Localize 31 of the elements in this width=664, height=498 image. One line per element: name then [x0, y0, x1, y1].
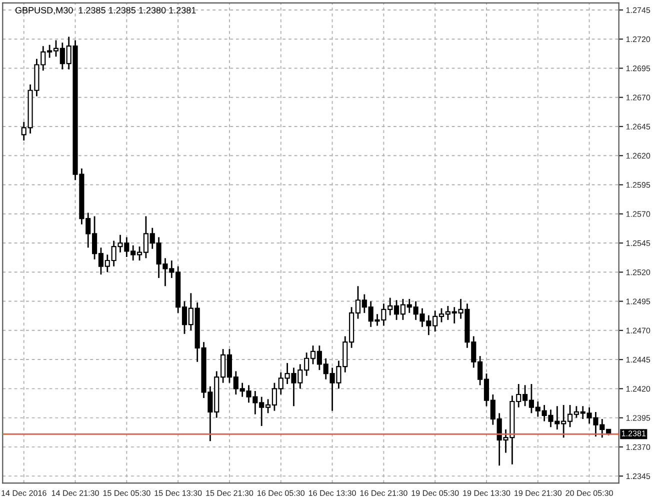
y-tick-label: 1.2545 — [626, 240, 650, 246]
y-tick-label: 1.2595 — [626, 182, 650, 188]
y-tick-label: 1.2720 — [626, 36, 650, 42]
x-tick-label: 16 Dec 13:30 — [308, 490, 356, 496]
y-tick-label: 1.2345 — [626, 473, 650, 480]
x-tick-label: 19 Dec 13:30 — [463, 490, 510, 496]
x-tick-label: 19 Dec 05:30 — [412, 490, 459, 496]
y-tick-label: 1.2520 — [626, 269, 650, 276]
y-tick-label: 1.2420 — [626, 386, 650, 392]
y-tick-label: 1.2495 — [626, 298, 650, 304]
y-tick-label: 1.2695 — [626, 66, 650, 72]
x-tick-label: 14 Dec 2016 — [2, 490, 46, 496]
x-tick-label: 15 Dec 21:30 — [206, 490, 254, 496]
y-tick-label: 1.2645 — [626, 124, 650, 130]
x-tick-label: 20 Dec 05:30 — [566, 490, 613, 496]
y-tick-label: 1.2745 — [626, 7, 650, 13]
x-tick-label: 15 Dec 13:30 — [154, 490, 202, 496]
y-tick-label: 1.2670 — [626, 94, 650, 100]
x-tick-label: 15 Dec 05:30 — [103, 490, 150, 496]
ref-line-label: 1.2381 — [622, 430, 646, 436]
y-tick-label: 1.2395 — [626, 415, 650, 421]
x-tick-label: 16 Dec 05:30 — [258, 490, 305, 496]
x-tick-label: 16 Dec 21:30 — [360, 490, 408, 496]
y-tick-label: 1.2445 — [626, 356, 650, 363]
y-tick-label: 1.2570 — [626, 211, 650, 217]
chart-title: GBPUSD,M30 1.2385 1.2385 1.2380 1.2381 — [15, 7, 196, 15]
x-tick-label: 14 Dec 21:30 — [52, 490, 99, 496]
y-tick-label: 1.2370 — [626, 444, 650, 450]
y-tick-label: 1.2470 — [626, 328, 650, 334]
y-tick-label: 1.2620 — [626, 152, 650, 159]
x-tick-label: 19 Dec 21:30 — [514, 490, 562, 496]
